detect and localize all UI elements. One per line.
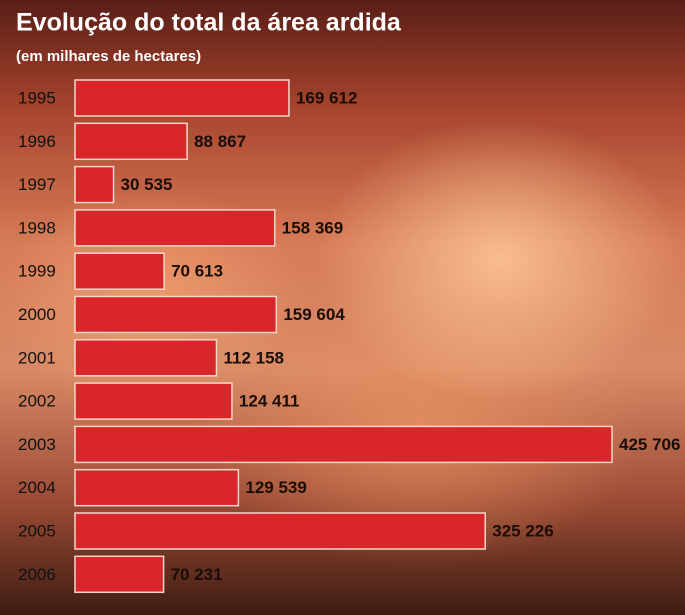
category-label: 1996 bbox=[18, 132, 56, 151]
value-label: 70 613 bbox=[171, 262, 223, 281]
category-label: 2002 bbox=[18, 392, 56, 411]
value-label: 30 535 bbox=[121, 175, 173, 194]
value-label: 88 867 bbox=[194, 132, 246, 151]
value-label: 70 231 bbox=[171, 565, 223, 584]
bar bbox=[74, 295, 278, 334]
category-label: 2005 bbox=[18, 521, 56, 540]
bar bbox=[74, 425, 613, 464]
value-label: 159 604 bbox=[283, 305, 345, 324]
chart-title: Evolução do total da área ardida bbox=[16, 9, 402, 37]
category-label: 1998 bbox=[18, 218, 56, 237]
value-label: 129 539 bbox=[245, 478, 306, 497]
category-label: 2001 bbox=[18, 348, 56, 367]
category-label: 1995 bbox=[18, 88, 56, 107]
category-label: 2000 bbox=[18, 305, 56, 324]
bar bbox=[74, 209, 276, 247]
bar bbox=[74, 512, 487, 550]
value-label: 425 706 bbox=[619, 435, 680, 454]
category-label: 2006 bbox=[18, 565, 56, 584]
bar bbox=[74, 555, 165, 594]
category-label: 1999 bbox=[18, 262, 56, 281]
bar bbox=[74, 165, 115, 204]
chart-subtitle: (em milhares de hectares) bbox=[16, 48, 201, 65]
bar bbox=[74, 468, 240, 507]
bar bbox=[74, 79, 290, 117]
bar bbox=[74, 122, 188, 161]
value-label: 112 158 bbox=[223, 348, 284, 367]
value-label: 325 226 bbox=[492, 521, 553, 540]
value-label: 124 411 bbox=[239, 392, 300, 411]
bar bbox=[74, 339, 218, 377]
category-label: 2004 bbox=[18, 478, 56, 497]
value-label: 158 369 bbox=[282, 218, 343, 237]
bar bbox=[74, 252, 165, 290]
value-label: 169 612 bbox=[296, 88, 357, 107]
category-label: 2003 bbox=[18, 435, 56, 454]
bar bbox=[74, 382, 233, 420]
category-label: 1997 bbox=[18, 175, 56, 194]
